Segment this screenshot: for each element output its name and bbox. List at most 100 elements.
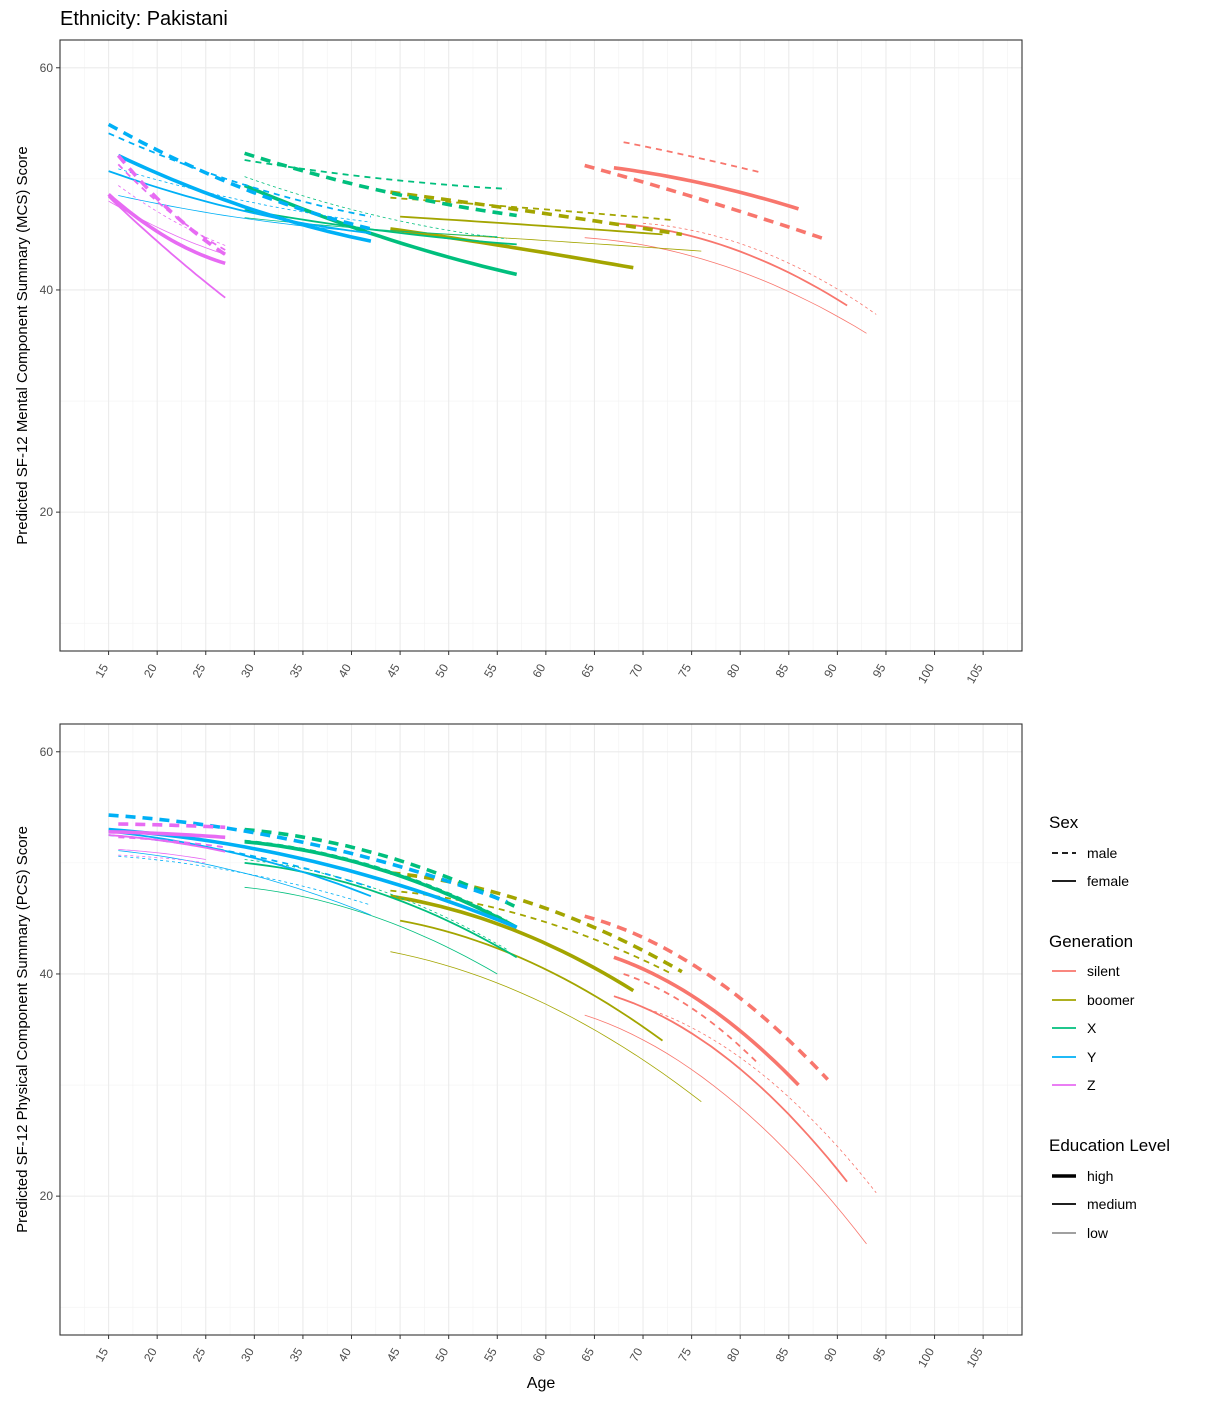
x-tick-label: 70 <box>627 1345 646 1364</box>
series-line-x-female-high <box>243 183 518 277</box>
x-tick-label: 60 <box>530 1345 549 1364</box>
series-line-x-female-medium <box>244 209 517 246</box>
y-axis-label: Predicted SF-12 Physical Component Summa… <box>14 826 31 1233</box>
series-line-z-female-high <box>107 193 226 266</box>
x-tick-label: 35 <box>287 661 306 680</box>
legend-label: low <box>1087 1225 1109 1241</box>
legend-title: Sex <box>1049 813 1079 832</box>
x-tick-label: 80 <box>724 661 743 680</box>
series-line-silent-female-low <box>584 237 867 334</box>
x-tick-label: 25 <box>190 661 209 680</box>
series-line-silent-male-medium <box>623 141 760 174</box>
series-line-x-male-low <box>244 859 508 950</box>
series-line-silent-female-medium <box>613 222 848 307</box>
series-line-z-female-low <box>108 200 226 255</box>
legend-label: Y <box>1087 1049 1097 1065</box>
series-line-y-male-medium <box>108 132 372 218</box>
series-line-x-female-low <box>244 886 498 975</box>
x-tick-label: 55 <box>481 661 500 680</box>
series-line-z-male-high <box>116 154 227 256</box>
x-tick-label: 90 <box>821 1345 840 1364</box>
legend-label: medium <box>1087 1196 1137 1212</box>
legend-label: silent <box>1087 963 1120 979</box>
x-tick-label: 40 <box>335 1345 354 1364</box>
series-line-z-male-high <box>118 822 226 830</box>
series-line-z-male-low <box>118 185 226 246</box>
x-tick-label: 20 <box>141 1345 160 1364</box>
legend-title: Generation <box>1049 932 1133 951</box>
x-tick-label: 40 <box>335 661 354 680</box>
x-tick-label: 45 <box>384 1345 403 1364</box>
series-line-y-female-medium <box>108 830 372 898</box>
x-tick-label: 85 <box>773 1345 792 1364</box>
x-axis-label: Age <box>527 1375 556 1392</box>
panel-border <box>59 39 1023 652</box>
x-tick-label: 35 <box>287 1345 306 1364</box>
series-line-boomer-female-medium <box>400 215 663 236</box>
series-line-silent-female-low <box>584 1014 867 1245</box>
series-line-z-female-high <box>108 830 226 840</box>
legend-label: X <box>1087 1020 1097 1036</box>
y-axis-label: Predicted SF-12 Mental Component Summary… <box>14 146 31 544</box>
series-line-silent-female-high <box>613 955 800 1087</box>
series-line-y-female-low <box>118 850 372 916</box>
y-tick-label: 60 <box>40 61 54 75</box>
x-tick-label: 65 <box>578 1345 597 1364</box>
series-line-silent-male-medium <box>623 973 761 1066</box>
series-line-boomer-female-low <box>390 951 702 1103</box>
series-line-x-male-medium <box>244 839 508 922</box>
legend-label: boomer <box>1087 992 1135 1008</box>
legend-label: Z <box>1087 1077 1096 1093</box>
x-tick-label: 65 <box>578 661 597 680</box>
x-tick-label: 50 <box>432 1345 451 1364</box>
x-tick-label: 75 <box>675 661 694 680</box>
series-line-boomer-female-high <box>390 894 635 993</box>
x-tick-label: 70 <box>627 661 646 680</box>
series-line-silent-female-medium <box>613 995 848 1183</box>
x-tick-label: 45 <box>384 661 403 680</box>
legend-generation: Generation silent boomer X Y Z <box>1049 932 1135 1093</box>
series-line-boomer-male-high <box>390 190 683 237</box>
x-tick-label: 30 <box>238 661 257 680</box>
series-line-x-female-high <box>244 840 518 929</box>
series-line-z-male-medium <box>118 836 226 849</box>
series-line-y-male-low <box>118 168 371 223</box>
series-line-x-male-high <box>244 151 517 218</box>
series-line-z-male-low <box>118 854 206 864</box>
legend-label: female <box>1087 873 1129 889</box>
x-tick-label: 25 <box>190 1345 209 1364</box>
legend-label: male <box>1087 845 1118 861</box>
legend-label: high <box>1087 1168 1113 1184</box>
y-tick-label: 60 <box>40 745 54 759</box>
x-tick-label: 85 <box>773 661 792 680</box>
pcs-panel: 15 20 25 30 35 40 45 50 55 60 65 70 75 80 85 90 95 100 105… <box>14 723 1023 1392</box>
x-tick-label: 50 <box>432 661 451 680</box>
series-line-x-female-medium <box>244 862 518 959</box>
series-line-y-female-medium <box>108 170 372 235</box>
y-tick-label: 40 <box>40 283 54 297</box>
y-tick-label: 20 <box>40 1189 54 1203</box>
x-tick-label: 95 <box>870 661 889 680</box>
series-line-y-female-high <box>117 153 372 243</box>
series-line-x-male-high <box>244 827 518 909</box>
x-tick-label: 60 <box>530 661 549 680</box>
series-line-z-female-low <box>118 849 206 860</box>
series-line-silent-female-high <box>613 166 800 211</box>
legend-title: Education Level <box>1049 1136 1170 1155</box>
series-line-boomer-female-medium <box>399 919 664 1042</box>
series-line-silent-male-low <box>642 1006 877 1194</box>
x-tick-label: 15 <box>92 661 111 680</box>
legend: Sex male female Generation silent boomer… <box>1049 813 1170 1241</box>
panel-border <box>59 723 1023 1336</box>
x-tick-label: 80 <box>724 1345 743 1364</box>
x-tick-label: 90 <box>821 661 840 680</box>
series-line-z-female-medium <box>107 195 226 299</box>
series-line-z-male-medium <box>117 163 226 251</box>
x-tick-label: 55 <box>481 1345 500 1364</box>
x-tick-label: 15 <box>92 1345 111 1364</box>
series-line-silent-male-high <box>584 163 829 242</box>
series-line-boomer-male-medium <box>390 196 673 221</box>
mcs-panel: 15 20 25 30 35 40 45 50 55 60 65 70 75 80 85 90 95 100 105… <box>14 39 1023 686</box>
y-tick-label: 20 <box>40 505 54 519</box>
